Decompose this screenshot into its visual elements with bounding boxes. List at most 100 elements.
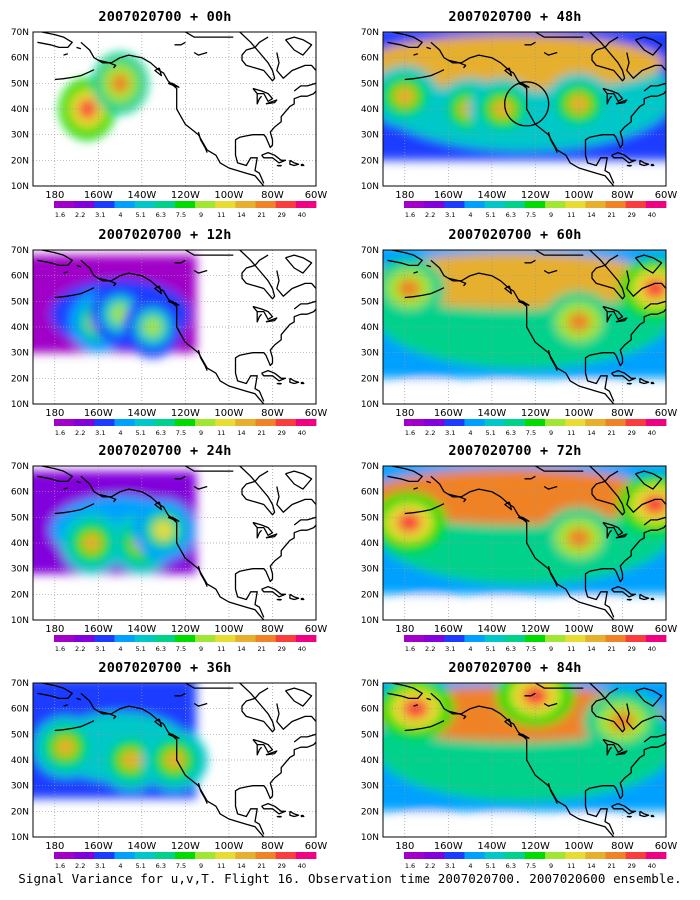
colorbar-swatch: [524, 852, 546, 859]
colorbar-label: 21: [607, 862, 615, 870]
colorbar-swatch: [275, 852, 297, 859]
panel-title: 2007020700 + 00h: [98, 9, 232, 25]
colorbar-label: 1.6: [405, 429, 415, 437]
colorbar-swatch: [134, 201, 156, 208]
colorbar-label: 21: [257, 645, 265, 653]
variance-maximum: [643, 278, 666, 299]
colorbar-swatch: [295, 852, 317, 859]
variance-maximum: [397, 278, 421, 299]
graticule: [383, 683, 666, 837]
lon-tick-label: 60W: [305, 408, 328, 419]
colorbar-swatch: [54, 201, 75, 208]
lat-tick-label: 10N: [361, 182, 379, 192]
colorbar-label: 11: [567, 211, 575, 219]
colorbar-label: 40: [648, 211, 656, 219]
colorbar-swatch: [464, 419, 486, 426]
colorbar-label: 9: [549, 645, 553, 653]
colorbar-label: 6.3: [506, 862, 516, 870]
lat-tick-label: 30N: [11, 349, 29, 359]
colorbar-label: 4: [118, 211, 122, 219]
colorbar-swatch: [74, 201, 95, 208]
lat-tick-label: 40N: [361, 105, 379, 115]
colorbar-swatch: [154, 419, 176, 426]
colorbar-label: 9: [199, 645, 203, 653]
colorbar-label: 40: [298, 429, 306, 437]
colorbar-swatch: [255, 635, 277, 642]
colorbar-swatch: [114, 201, 136, 208]
lat-tick-label: 30N: [361, 565, 379, 575]
colorbar-swatch: [484, 201, 506, 208]
colorbar-label: 29: [278, 862, 286, 870]
colorbar-swatch: [174, 635, 196, 642]
lat-tick-label: 70N: [361, 246, 379, 256]
graticule: [33, 683, 316, 837]
colorbar-label: 5.1: [485, 645, 495, 653]
colorbar-swatch: [235, 419, 256, 426]
low-variance-patch: [400, 598, 453, 617]
colorbar-label: 11: [217, 211, 225, 219]
colorbar-label: 40: [648, 862, 656, 870]
lon-tick-label: 100W: [564, 408, 593, 419]
lat-tick-label: 50N: [11, 79, 29, 89]
colorbar-swatch: [154, 201, 176, 208]
colorbar-label: 7.5: [176, 862, 186, 870]
lon-tick-label: 80W: [261, 190, 284, 201]
lat-tick-label: 20N: [11, 807, 29, 817]
colorbar-swatch: [504, 419, 526, 426]
colorbar-label: 7.5: [176, 429, 186, 437]
variance-map: 70N 60N 50N 40N 30N 20N 10N 180 160W 140W 120W 100W…: [11, 679, 328, 870]
colorbar-swatch: [565, 201, 586, 208]
colorbar-swatch: [605, 852, 627, 859]
colorbar-label: 9: [199, 211, 203, 219]
lon-tick-label: 140W: [127, 408, 156, 419]
coastline: [37, 250, 316, 404]
colorbar-label: 40: [298, 862, 306, 870]
colorbar-swatch: [404, 635, 425, 642]
lat-tick-label: 70N: [361, 679, 379, 689]
lon-tick-label: 180: [395, 841, 414, 852]
low-variance-patch: [563, 817, 616, 836]
colorbar-swatch: [195, 635, 216, 642]
colorbar-swatch: [464, 201, 486, 208]
lat-tick-label: 60N: [11, 54, 29, 64]
variance-map: 70N 60N 50N 40N 30N 20N 10N 180 160W 140W 120W 100W…: [361, 28, 678, 219]
colorbar-swatch: [235, 201, 256, 208]
lon-tick-label: 140W: [477, 841, 506, 852]
colorbar-label: 7.5: [176, 211, 186, 219]
colorbar-label: 3.1: [445, 429, 455, 437]
lat-tick-label: 70N: [361, 462, 379, 472]
panel-title: 2007020700 + 12h: [98, 227, 232, 243]
variance-map: 70N 60N 50N 40N 30N 20N 10N 180 160W 140W 120W 100W…: [11, 28, 328, 219]
colorbar-swatch: [215, 635, 236, 642]
lon-tick-label: 80W: [611, 408, 634, 419]
coastline: [387, 466, 666, 620]
colorbar-swatch: [195, 419, 216, 426]
colorbar-label: 2.2: [75, 862, 85, 870]
lon-tick-label: 160W: [434, 190, 463, 201]
low-variance-patch: [476, 817, 529, 836]
lat-tick-label: 30N: [361, 131, 379, 141]
colorbar-swatch: [504, 635, 526, 642]
lon-tick-label: 60W: [655, 190, 678, 201]
colorbar-swatch: [235, 852, 256, 859]
colorbar-swatch: [275, 635, 297, 642]
coastline: [387, 683, 666, 837]
colorbar-label: 1.6: [405, 211, 415, 219]
map-panel-12h: 2007020700 + 12h 70N 60N 50N 40N 30N 20N 10N 180…: [0, 218, 330, 443]
colorbar-swatch: [215, 419, 236, 426]
lat-tick-label: 10N: [11, 833, 29, 843]
colorbar-swatch: [54, 852, 75, 859]
lat-tick-label: 30N: [361, 782, 379, 792]
colorbar-label: 1.6: [55, 862, 65, 870]
colorbar-swatch: [605, 635, 627, 642]
lon-tick-label: 80W: [611, 841, 634, 852]
colorbar-swatch: [275, 419, 297, 426]
colorbar-label: 3.1: [445, 211, 455, 219]
lat-tick-label: 40N: [11, 756, 29, 766]
colorbar-swatch: [524, 419, 546, 426]
colorbar-label: 6.3: [156, 645, 166, 653]
colorbar-label: 3.1: [95, 862, 105, 870]
lon-tick-label: 80W: [261, 841, 284, 852]
colorbar-label: 11: [217, 862, 225, 870]
colorbar-swatch: [255, 201, 277, 208]
